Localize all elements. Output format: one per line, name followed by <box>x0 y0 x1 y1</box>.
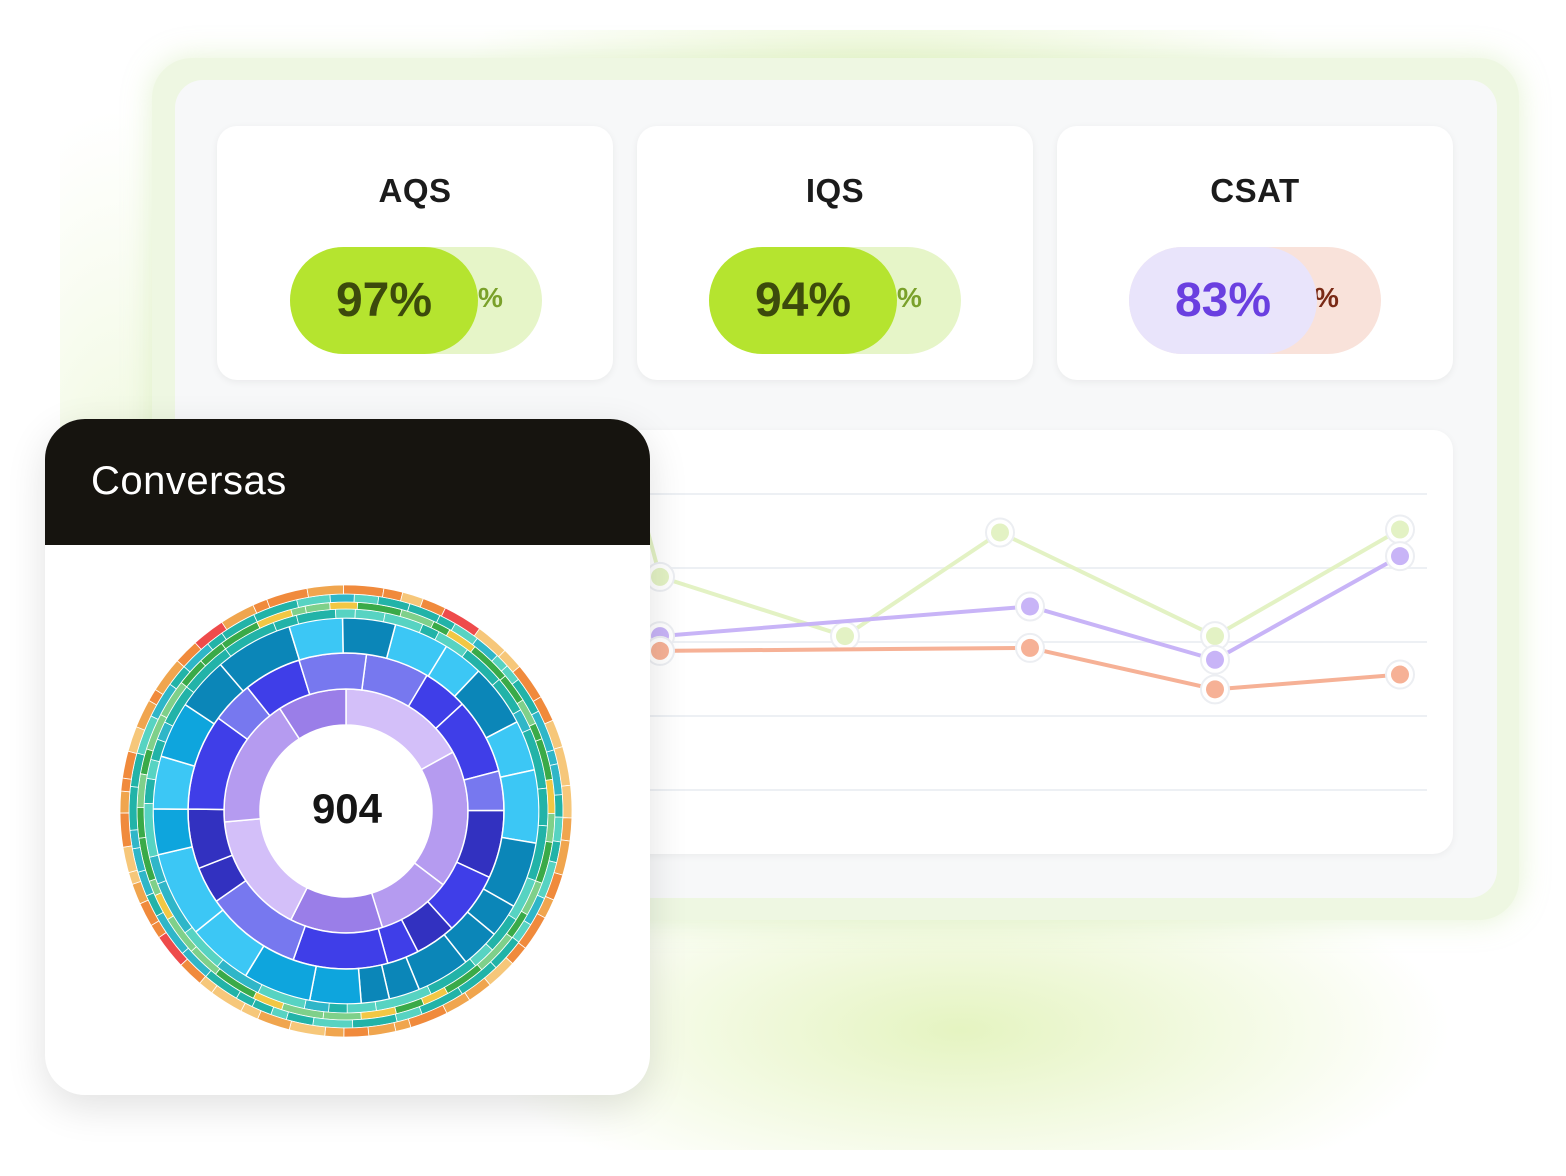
sunburst-segment <box>120 777 132 793</box>
sunburst-segment <box>499 768 540 845</box>
sunburst-segment <box>298 652 368 696</box>
conversas-header: Conversas <box>45 419 650 545</box>
sunburst-segment <box>324 1026 345 1038</box>
kpi-title: AQS <box>378 172 452 209</box>
sunburst-segment <box>561 784 573 819</box>
sunburst-segment <box>329 601 359 611</box>
kpi-csat-value: 83% <box>1129 247 1317 354</box>
sunburst-segment <box>119 790 131 814</box>
sunburst-segment <box>322 1011 362 1021</box>
data-point <box>1206 627 1224 646</box>
data-point <box>1021 597 1039 616</box>
kpi-aqs-value: 97% <box>290 247 478 354</box>
data-point <box>1206 680 1224 699</box>
sunburst-segment <box>292 925 389 970</box>
sunburst-segment <box>152 808 194 856</box>
kpi-title: CSAT <box>1210 172 1300 209</box>
data-point <box>1391 665 1409 684</box>
sunburst-segment <box>335 608 356 619</box>
conversas-title: Conversas <box>91 459 287 503</box>
kpi-csat-ghost: % <box>1314 282 1339 313</box>
data-point <box>651 641 669 660</box>
data-point <box>1206 650 1224 669</box>
sunburst-segment <box>329 593 355 604</box>
sunburst-segment <box>473 628 506 658</box>
conversas-sunburst-chart[interactable] <box>45 545 650 1095</box>
sunburst-segment <box>537 787 549 827</box>
data-point <box>1021 638 1039 657</box>
data-point <box>991 523 1009 542</box>
data-point <box>1391 547 1409 566</box>
kpi-iqs-ghost: % <box>897 282 922 313</box>
data-point <box>836 627 854 646</box>
sunburst-segment <box>308 965 363 1005</box>
sunburst-segment <box>553 794 564 818</box>
conversas-total: 904 <box>311 785 383 832</box>
conversas-card[interactable]: Conversas 904 <box>45 419 650 1095</box>
sunburst-center <box>260 725 432 897</box>
kpi-title: IQS <box>805 172 865 209</box>
sunburst-segment <box>343 1026 370 1038</box>
kpi-aqs-ghost: % <box>478 282 503 313</box>
sunburst-segment <box>341 617 397 660</box>
data-point <box>651 567 669 586</box>
sunburst-segment <box>128 785 139 831</box>
data-point <box>1391 520 1409 539</box>
sunburst-segment <box>328 1002 348 1014</box>
sunburst-segment <box>560 817 573 842</box>
kpi-iqs-value: 94% <box>709 247 897 354</box>
